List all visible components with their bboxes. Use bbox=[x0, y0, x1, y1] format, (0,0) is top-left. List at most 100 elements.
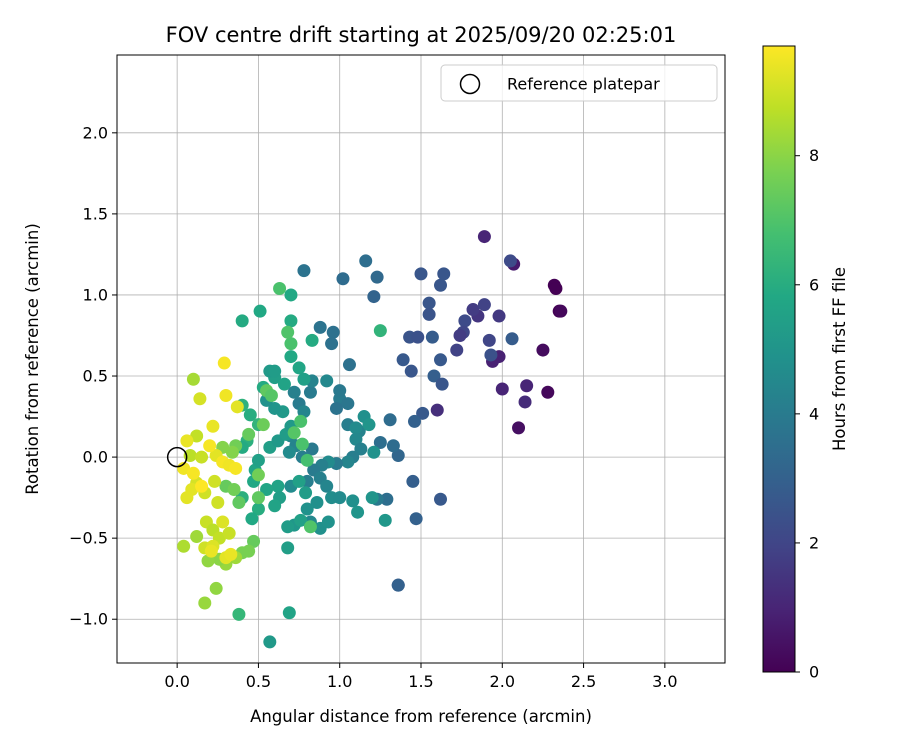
scatter-points bbox=[177, 230, 568, 649]
scatter-point bbox=[484, 348, 498, 362]
scatter-point bbox=[458, 314, 472, 328]
scatter-point bbox=[407, 414, 421, 428]
legend-box bbox=[440, 64, 718, 102]
colorbar-tick-label: 2 bbox=[809, 533, 819, 552]
chart-title: FOV centre drift starting at 2025/09/20 … bbox=[166, 23, 677, 47]
scatter-point bbox=[349, 421, 363, 435]
scatter-point bbox=[300, 502, 314, 516]
scatter-point bbox=[284, 288, 298, 302]
scatter-point bbox=[477, 298, 491, 312]
scatter-point bbox=[437, 267, 451, 281]
scatter-point bbox=[292, 474, 306, 488]
scatter-point bbox=[268, 499, 282, 513]
scatter-point bbox=[256, 418, 270, 432]
scatter-point bbox=[190, 429, 204, 443]
scatter-point bbox=[251, 502, 265, 516]
scatter-point bbox=[225, 445, 239, 459]
scatter-point bbox=[224, 547, 238, 561]
scatter-point bbox=[251, 491, 265, 505]
scatter-point bbox=[404, 364, 418, 378]
scatter-point bbox=[177, 461, 191, 475]
x-tick-label: 2.5 bbox=[571, 672, 596, 691]
scatter-point bbox=[284, 314, 298, 328]
scatter-point bbox=[320, 374, 334, 388]
scatter-point bbox=[190, 530, 204, 544]
scatter-point bbox=[541, 385, 555, 399]
scatter-point bbox=[359, 254, 373, 268]
scatter-point bbox=[321, 515, 335, 529]
scatter-point bbox=[450, 343, 464, 357]
scatter-point bbox=[281, 541, 295, 555]
scatter-point bbox=[416, 406, 430, 420]
y-tick-label: 1.5 bbox=[83, 204, 108, 223]
y-tick-label: 2.0 bbox=[83, 123, 108, 142]
scatter-point bbox=[477, 230, 491, 244]
scatter-point bbox=[434, 492, 448, 506]
scatter-point bbox=[271, 479, 285, 493]
scatter-point bbox=[391, 578, 405, 592]
scatter-point bbox=[287, 426, 301, 440]
scatter-point bbox=[232, 607, 246, 621]
scatter-point bbox=[406, 474, 420, 488]
scatter-point bbox=[329, 401, 343, 415]
scatter-point bbox=[282, 445, 296, 459]
y-axis-label: Rotation from reference (arcmin) bbox=[23, 223, 42, 495]
scatter-point bbox=[303, 385, 317, 399]
scatter-point bbox=[268, 364, 282, 378]
scatter-point bbox=[281, 520, 295, 534]
scatter-point bbox=[294, 513, 308, 527]
legend-marker-icon bbox=[459, 73, 481, 95]
scatter-point bbox=[216, 515, 230, 529]
scatter-point bbox=[362, 418, 376, 432]
scatter-point bbox=[297, 264, 311, 278]
scatter-point bbox=[299, 486, 313, 500]
scatter-point bbox=[396, 353, 410, 367]
scatter-point bbox=[294, 414, 308, 428]
scatter-point bbox=[277, 377, 291, 391]
scatter-point bbox=[195, 450, 209, 464]
colorbar-tick-label: 0 bbox=[809, 663, 819, 682]
scatter-point bbox=[453, 328, 467, 342]
colorbar-tick-label: 4 bbox=[809, 404, 819, 423]
scatter-point bbox=[341, 455, 355, 469]
scatter-point bbox=[203, 439, 217, 453]
y-tick-label: 0.0 bbox=[83, 448, 108, 467]
scatter-point bbox=[492, 309, 506, 323]
scatter-point bbox=[310, 495, 324, 509]
legend: Reference platepar bbox=[440, 64, 718, 102]
scatter-point bbox=[349, 432, 363, 446]
scatter-point bbox=[264, 388, 278, 402]
grid-lines bbox=[117, 55, 725, 663]
scatter-point bbox=[326, 325, 340, 339]
scatter-point bbox=[342, 358, 356, 372]
scatter-point bbox=[227, 483, 241, 497]
scatter-point bbox=[336, 272, 350, 286]
colorbar-tick-label: 6 bbox=[809, 275, 819, 294]
scatter-point bbox=[193, 392, 207, 406]
scatter-point bbox=[430, 403, 444, 417]
scatter-point bbox=[209, 581, 223, 595]
reference-platepar-marker bbox=[166, 446, 188, 468]
scatter-point bbox=[297, 372, 311, 386]
y-tick-label: −0.5 bbox=[69, 529, 108, 548]
scatter-point bbox=[427, 369, 441, 383]
scatter-point bbox=[253, 304, 267, 318]
x-tick-label: 1.0 bbox=[327, 672, 352, 691]
y-tick-label: 1.0 bbox=[83, 285, 108, 304]
scatter-point bbox=[373, 435, 387, 449]
scatter-point bbox=[292, 361, 306, 375]
scatter-point bbox=[333, 491, 347, 505]
y-tick-label: −1.0 bbox=[69, 610, 108, 629]
scatter-point bbox=[503, 254, 517, 268]
colorbar-gradient bbox=[763, 46, 795, 672]
scatter-point bbox=[422, 296, 436, 310]
scatter-point bbox=[222, 526, 236, 540]
colorbar: 0 2 4 6 8 Hours from first FF file bbox=[762, 45, 849, 682]
scatter-point bbox=[229, 461, 243, 475]
scatter-point bbox=[495, 382, 509, 396]
scatter-point bbox=[305, 442, 319, 456]
scatter-point bbox=[206, 419, 220, 433]
scatter-point bbox=[378, 513, 392, 527]
